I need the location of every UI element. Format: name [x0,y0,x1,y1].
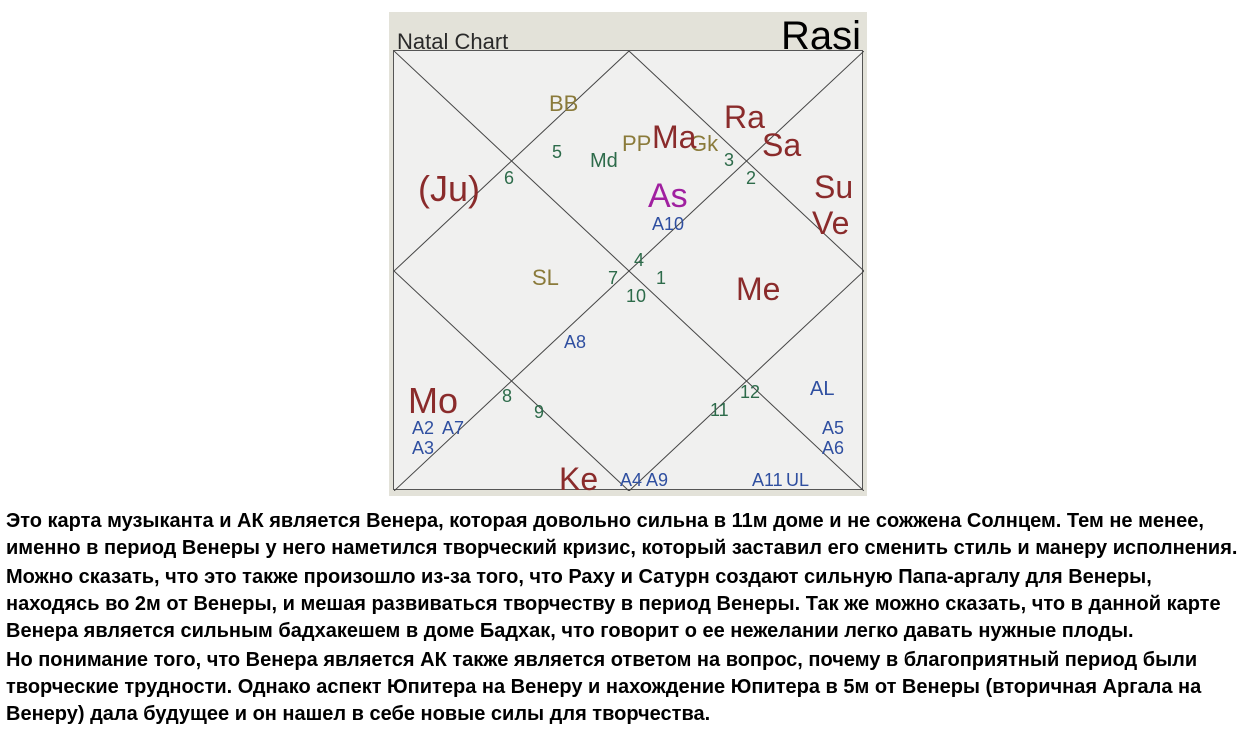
chart-label: A9 [646,471,668,489]
chart-label: Sa [762,129,801,161]
chart-label: 12 [740,383,760,401]
essay-paragraph: Но понимание того, что Венера является А… [6,647,1240,728]
chart-label: Md [590,151,618,171]
chart-label: 11 [710,401,729,419]
chart-label: (Ju) [418,171,480,207]
chart-label: A11 [752,471,783,489]
chart-label: 4 [634,251,644,269]
chart-label: 10 [626,287,646,305]
chart-label: A3 [412,439,434,457]
chart-label: BB [549,93,578,115]
chart-label: Ke [559,463,598,495]
chart-label: A8 [564,333,586,351]
chart-label: A10 [652,215,684,233]
chart-label: PP [622,133,651,155]
chart-label: Su [814,171,853,203]
chart-label: Ve [812,207,849,239]
chart-label: A4 [620,471,642,489]
chart-label: SL [532,267,559,289]
chart-label: A5 [822,419,844,437]
north-indian-chart: BBPPGk(Ju)MaRaSaSuVeMeMoKeAsMdSLA10A8A2A… [393,50,863,490]
chart-label: 2 [746,169,756,187]
chart-label: Mo [408,383,458,419]
chart-label: As [648,179,688,213]
chart-label: 5 [552,143,562,161]
chart-label: A6 [822,439,844,457]
chart-label: AL [810,379,834,399]
chart-title-row: Natal Chart Rasi [391,14,865,50]
chart-label: UL [786,471,809,489]
chart-label: 9 [534,403,544,421]
chart-label: 8 [502,387,512,405]
chart-label: 6 [504,169,514,187]
essay-paragraph: Можно сказать, что это также произошло и… [6,564,1240,645]
chart-label: Me [736,273,780,305]
chart-label: A7 [442,419,464,437]
natal-chart-panel: Natal Chart Rasi BBPPGk(Ju)MaRaSaSuVeMeM… [389,12,867,496]
chart-label: 7 [608,269,618,287]
chart-label: Ra [724,101,765,133]
essay-paragraph: Это карта музыканта и АК является Венера… [6,508,1240,562]
chart-label: Ma [652,121,696,153]
chart-gridlines [394,51,864,491]
chart-label: 3 [724,151,734,169]
chart-label: 1 [656,269,666,287]
essay-text: Это карта музыканта и АК является Венера… [0,504,1256,746]
chart-label: A2 [412,419,434,437]
